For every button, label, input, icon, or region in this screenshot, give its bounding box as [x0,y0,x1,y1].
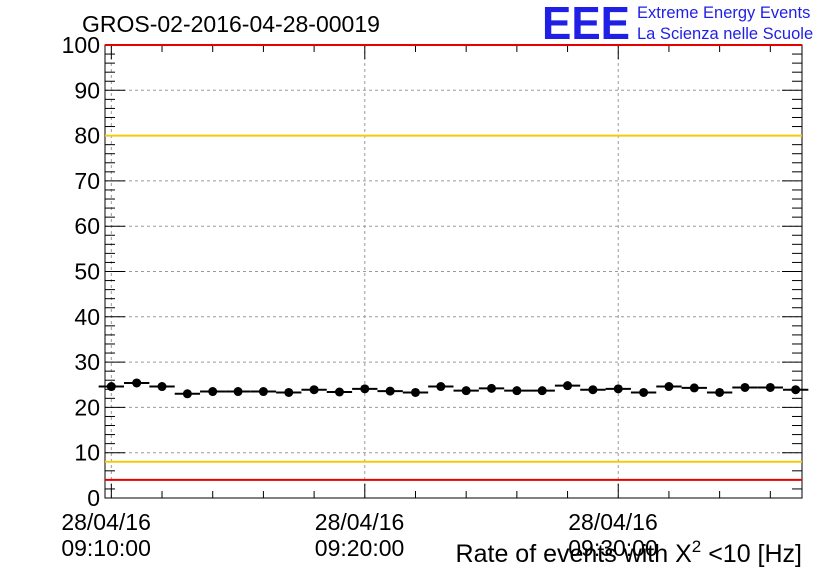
data-series [98,378,809,399]
y-tick-label: 10 [74,440,100,466]
eee-logo-line1: Extreme Energy Events [637,4,810,22]
data-point [436,382,446,392]
y-tick-label: 20 [74,394,100,420]
data-point [385,386,395,396]
data-point [309,385,319,395]
chart-title: GROS-02-2016-04-28-00019 [82,11,380,37]
data-point [588,385,598,395]
data-point [765,382,775,392]
data-point [791,385,801,395]
data-point [613,384,623,394]
y-axis: 0 10 20 30 40 50 60 70 80 90 100 [62,32,802,511]
y-tick-label: 90 [74,77,100,103]
data-point [258,387,268,397]
y-tick-label: 30 [74,349,100,375]
eee-logo-line2: La Scienza nelle Scuole [637,25,813,43]
data-point [410,387,420,397]
x-tick-time: 09:10:00 [61,535,151,561]
data-point [740,382,750,392]
data-point [284,387,294,397]
data-point [132,378,142,388]
x-tick-time: 09:20:00 [315,535,405,561]
x-tick-date: 28/04/16 [568,509,658,535]
y-tick-label: 50 [74,259,100,285]
data-point [157,382,167,392]
data-point [233,387,243,397]
data-point [689,383,699,393]
y-tick-label: 70 [74,168,100,194]
x-tick-date: 28/04/16 [61,509,151,535]
data-point [512,386,522,396]
data-point [563,381,573,391]
eee-logo: EEE Extreme Energy Events La Scienza nel… [542,0,813,49]
data-point [664,382,674,392]
x-axis: 28/04/1609:10:0028/04/1609:20:0028/04/16… [61,45,771,561]
data-point [182,389,192,399]
x-axis-label: Rate of events with X2 <10 [Hz] [456,537,802,568]
y-tick-label: 60 [74,213,100,239]
data-point [639,387,649,397]
data-point [487,383,497,393]
data-point [106,382,116,392]
x-tick-time: 09:30:00 [568,535,658,561]
y-tick-label: 80 [74,123,100,149]
data-point [537,386,547,396]
reference-lines [105,44,802,481]
data-point [360,384,370,394]
grid-lines [105,45,802,498]
data-point [461,386,471,396]
x-tick-date: 28/04/16 [315,509,405,535]
data-point [715,387,725,397]
eee-logo-mark: EEE [542,0,630,49]
y-tick-label: 0 [87,485,100,511]
y-tick-label: 100 [62,32,100,58]
data-point [334,387,344,397]
y-tick-label: 40 [74,304,100,330]
data-point [208,387,218,397]
